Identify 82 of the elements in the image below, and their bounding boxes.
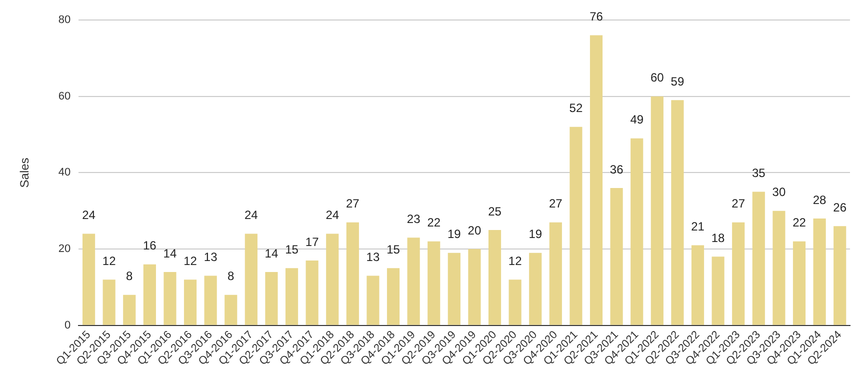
bar: [265, 272, 278, 325]
bar: [549, 222, 562, 325]
data-label: 59: [670, 74, 684, 88]
data-label: 21: [691, 220, 705, 234]
data-label: 17: [305, 234, 320, 249]
data-label: 49: [630, 112, 644, 127]
bar: [428, 241, 440, 325]
bar: [508, 280, 522, 325]
bar: [285, 268, 298, 325]
bar: [204, 276, 217, 325]
data-label: 24: [82, 208, 96, 222]
y-tick-label: 80: [58, 14, 71, 26]
data-label: 28: [812, 192, 827, 207]
bar: [326, 234, 339, 325]
data-label: 18: [711, 230, 726, 245]
bar: [570, 126, 582, 325]
bar: [813, 218, 826, 325]
bar: [630, 138, 644, 325]
data-label: 25: [488, 204, 502, 218]
data-label: 14: [163, 246, 177, 260]
bar: [732, 222, 745, 325]
data-label: 27: [732, 196, 746, 211]
data-label: 8: [228, 269, 235, 284]
bar: [244, 234, 258, 325]
data-label: 22: [792, 216, 806, 230]
data-label: 19: [447, 227, 462, 242]
bar: [691, 245, 704, 325]
data-label: 12: [184, 254, 198, 268]
bar: [184, 280, 197, 325]
y-tick-label: 20: [58, 243, 71, 256]
y-tick-label: 60: [58, 90, 71, 102]
data-label: 24: [326, 208, 340, 222]
y-tick-label: 0: [64, 319, 71, 332]
data-label: 36: [610, 162, 624, 176]
data-label: 22: [427, 216, 441, 230]
bar: [346, 222, 359, 325]
bar: [488, 230, 502, 325]
bar: [610, 188, 623, 325]
y-tick-label: 40: [58, 166, 71, 179]
bar: [650, 96, 664, 325]
bar: [102, 280, 116, 325]
bar: [712, 256, 724, 325]
data-label: 76: [590, 10, 604, 24]
bar: [772, 210, 786, 325]
data-label: 52: [569, 101, 583, 116]
bar: [306, 260, 318, 325]
data-label: 16: [143, 238, 157, 253]
data-label: 13: [366, 250, 380, 264]
data-label: 27: [548, 196, 563, 211]
bar: [386, 268, 400, 325]
bar: [143, 264, 156, 325]
bar: [792, 241, 806, 325]
data-label: 15: [386, 242, 400, 256]
data-label: 12: [102, 254, 116, 268]
data-label: 12: [508, 254, 522, 268]
bar: [82, 234, 96, 325]
data-label: 35: [752, 166, 766, 180]
y-axis-title: Sales: [18, 158, 32, 188]
bar: [366, 276, 380, 325]
bar: [448, 252, 460, 325]
data-label: 60: [650, 70, 664, 85]
data-label: 20: [468, 223, 482, 238]
bar: [123, 294, 136, 325]
data-label: 13: [204, 250, 218, 264]
data-label: 8: [126, 269, 134, 284]
data-label: 24: [244, 208, 258, 222]
data-label: 19: [528, 227, 542, 242]
bar: [834, 226, 846, 325]
bar: [671, 100, 684, 325]
data-label: 30: [772, 185, 786, 200]
bar: [752, 192, 765, 325]
data-label: 14: [264, 246, 278, 260]
bar: [529, 252, 542, 325]
bar: [468, 249, 481, 325]
bar: [224, 294, 238, 325]
data-label: 23: [406, 212, 421, 226]
bar: [590, 35, 603, 325]
bar: [164, 272, 176, 325]
data-label: 27: [346, 196, 360, 211]
data-label: 15: [285, 242, 299, 256]
bar: [407, 238, 420, 325]
data-label: 26: [833, 200, 847, 214]
